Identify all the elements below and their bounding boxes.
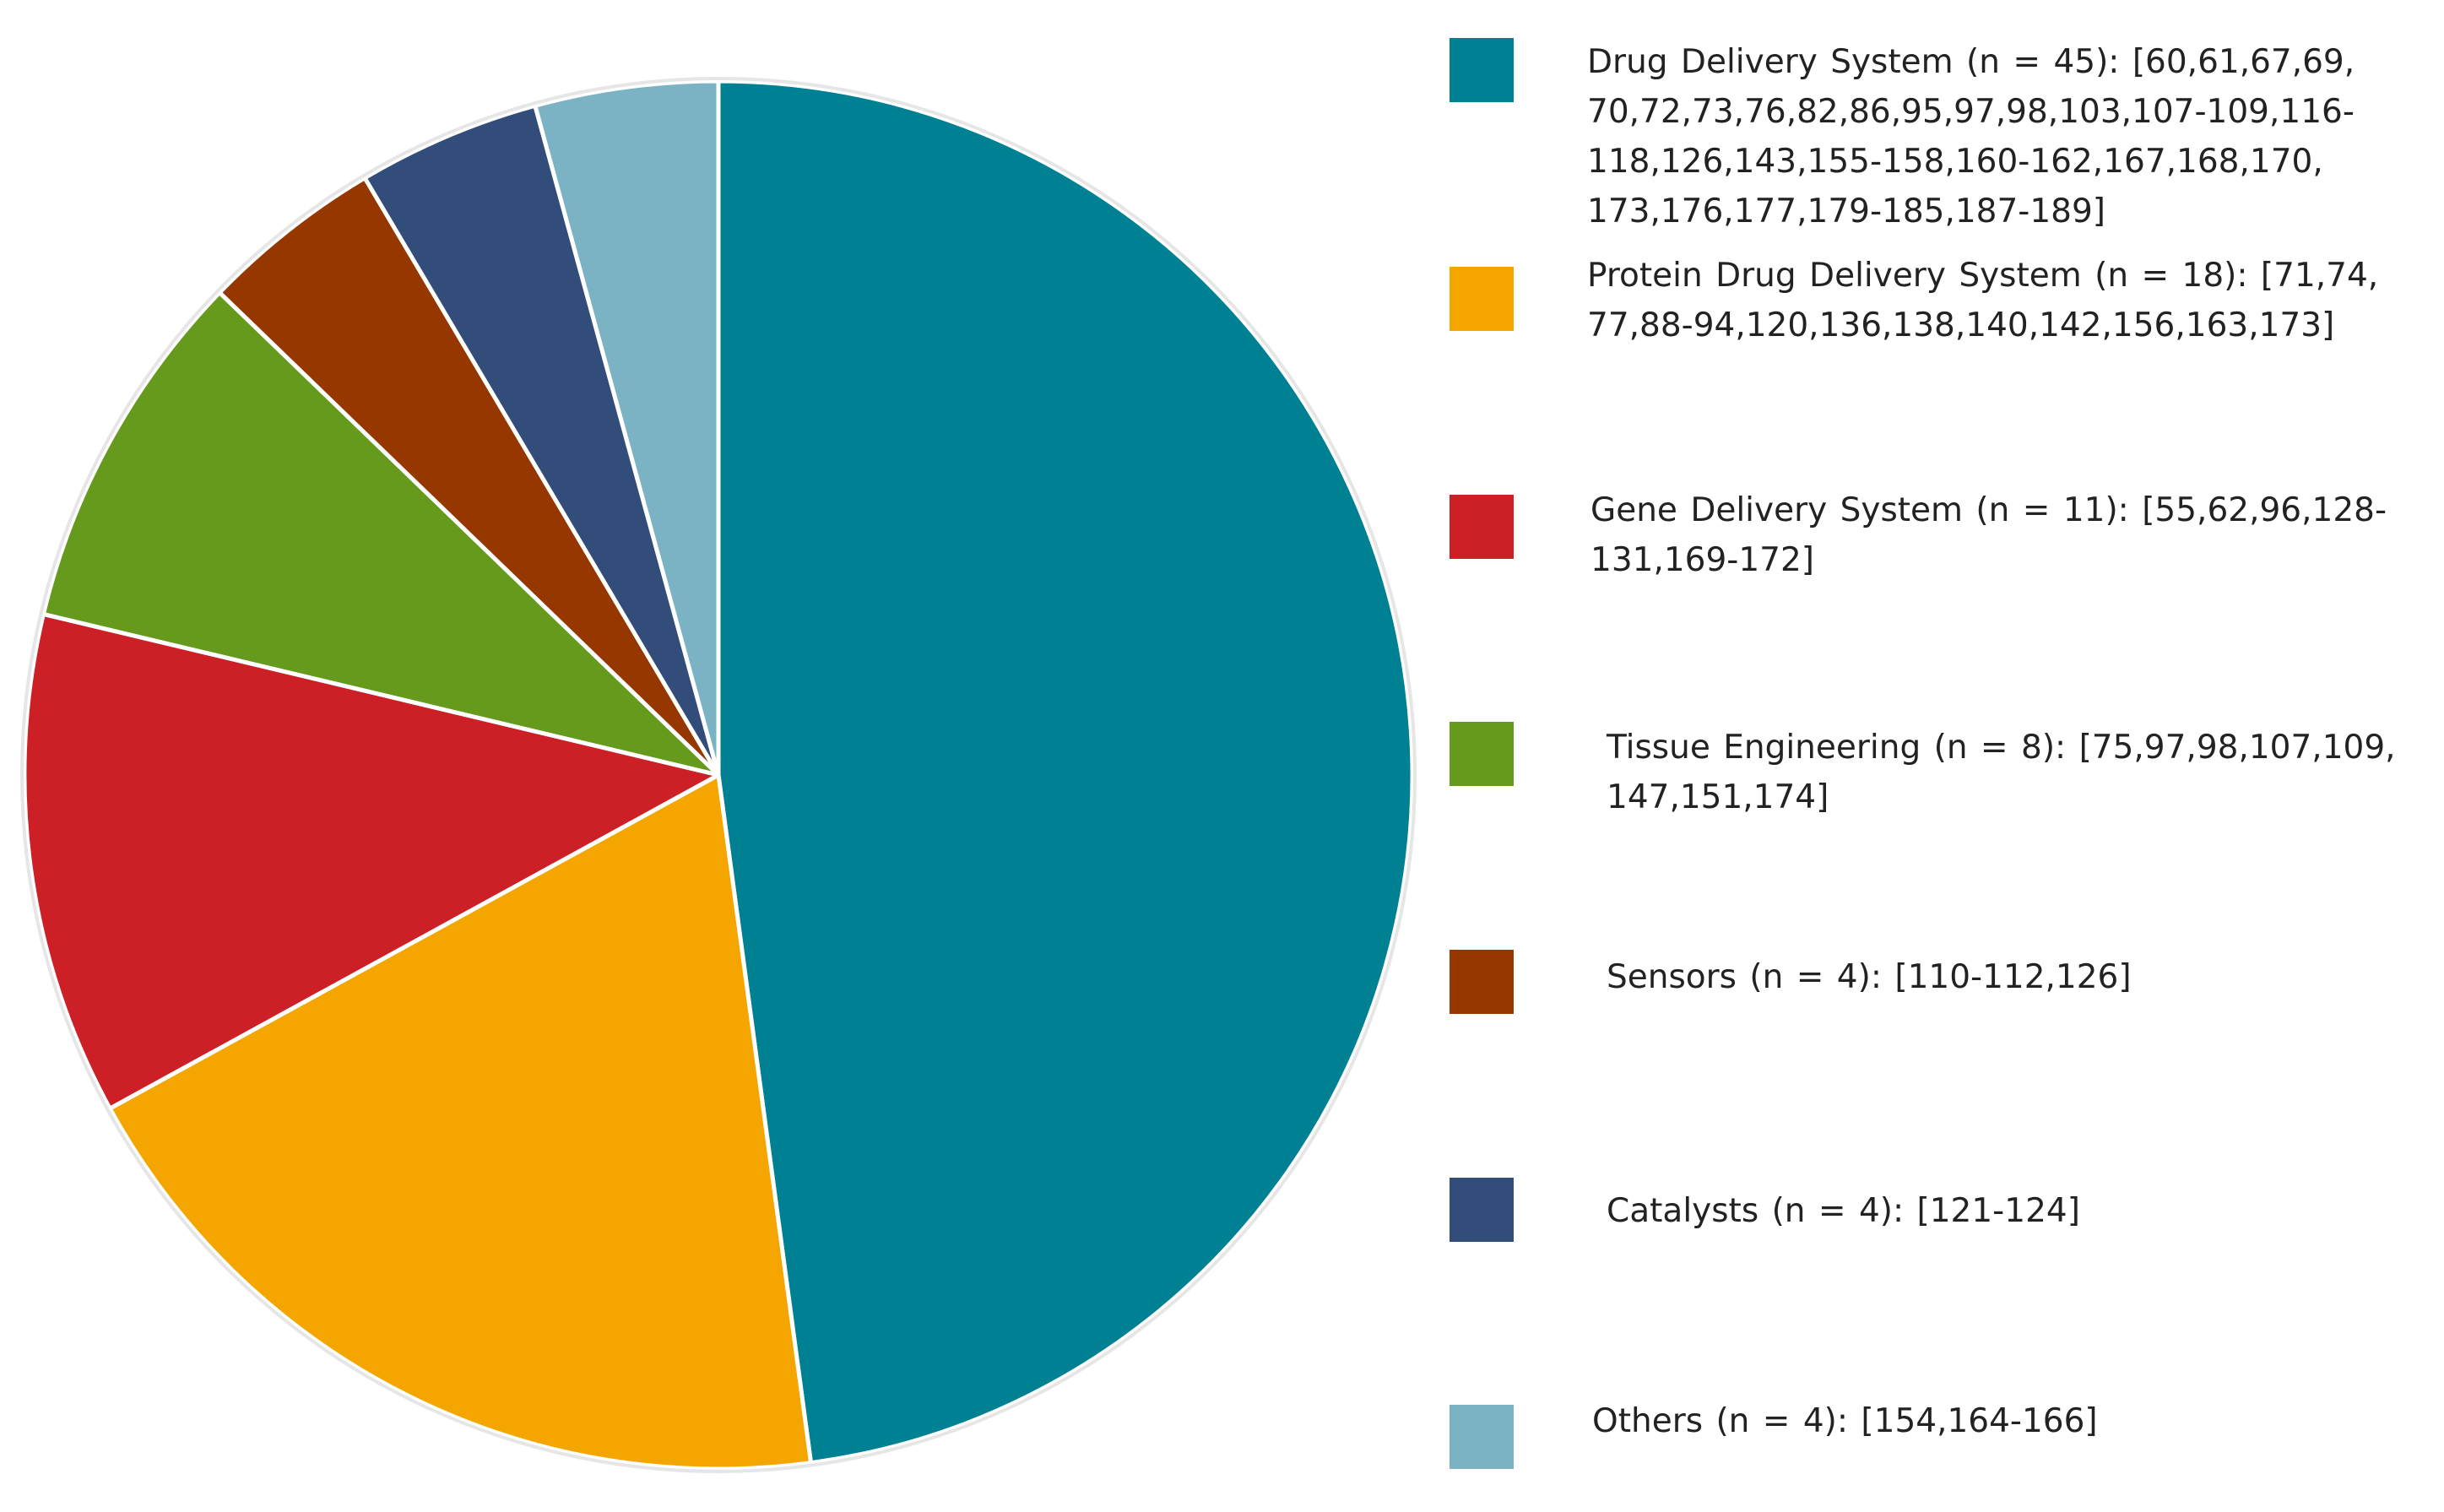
legend-swatch: [1450, 38, 1514, 102]
pie-slice-3: [22, 611, 721, 1111]
legend-swatch: [1450, 267, 1514, 331]
pie-slice-6: [362, 103, 721, 778]
legend-label: Drug Delivery System (n = 45): [60,61,67…: [1587, 43, 2355, 230]
legend: Drug Delivery System (n = 45): [60,61,67…: [1435, 0, 2444, 1512]
legend-label: Tissue Engineering (n = 8): [75,97,98,10…: [1607, 729, 2396, 816]
pie-slice-4: [41, 290, 721, 778]
pie-slice-2: [107, 772, 814, 1471]
pie-slice-1: [716, 79, 1415, 1466]
legend-label: Gene Delivery System (n = 11): [55,62,96…: [1590, 491, 2387, 579]
pie-slice-7: [533, 79, 721, 778]
legend-swatch: [1450, 1178, 1514, 1242]
legend-label: Protein Drug Delivery System (n = 18): […: [1587, 257, 2379, 344]
legend-swatch: [1450, 495, 1514, 559]
legend-label: Catalysts (n = 4): [121-124]: [1607, 1192, 2080, 1230]
legend-swatch: [1450, 1405, 1514, 1469]
legend-label: Others (n = 4): [154,164-166]: [1592, 1402, 2098, 1440]
pie-slices: [20, 77, 1417, 1473]
pie-outline: [20, 77, 1417, 1473]
pie-slice-5: [217, 176, 721, 778]
legend-swatch: [1450, 950, 1514, 1014]
pie-chart: [20, 77, 1417, 1473]
legend-swatch: [1450, 722, 1514, 786]
legend-label: Sensors (n = 4): [110-112,126]: [1607, 958, 2132, 996]
